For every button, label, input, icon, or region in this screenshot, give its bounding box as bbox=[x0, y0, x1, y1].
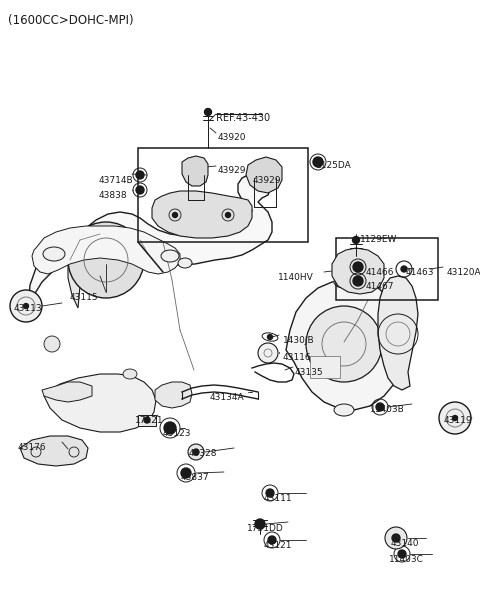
Text: 1125DA: 1125DA bbox=[316, 161, 352, 170]
Bar bbox=[336, 238, 438, 300]
Polygon shape bbox=[20, 436, 88, 466]
Bar bbox=[138, 148, 308, 242]
Text: 43120A: 43120A bbox=[447, 268, 480, 277]
Ellipse shape bbox=[334, 404, 354, 416]
Text: 43135: 43135 bbox=[295, 368, 324, 377]
Circle shape bbox=[24, 303, 28, 309]
Ellipse shape bbox=[123, 369, 137, 379]
Text: 17121: 17121 bbox=[135, 416, 164, 425]
Circle shape bbox=[392, 534, 400, 542]
Text: 43176: 43176 bbox=[18, 443, 47, 452]
Polygon shape bbox=[332, 248, 384, 294]
Circle shape bbox=[268, 536, 276, 544]
Bar bbox=[138, 415, 156, 426]
Text: 41467: 41467 bbox=[366, 282, 395, 291]
Polygon shape bbox=[32, 226, 180, 274]
Circle shape bbox=[258, 343, 278, 363]
Text: 11403C: 11403C bbox=[389, 555, 424, 564]
Ellipse shape bbox=[334, 276, 354, 288]
Circle shape bbox=[193, 449, 199, 455]
Polygon shape bbox=[246, 157, 282, 193]
Circle shape bbox=[68, 222, 144, 298]
Circle shape bbox=[136, 171, 144, 179]
Text: 41463: 41463 bbox=[406, 268, 434, 277]
Circle shape bbox=[353, 276, 363, 286]
Text: 43140: 43140 bbox=[391, 539, 420, 548]
Text: REF.43-430: REF.43-430 bbox=[216, 113, 270, 123]
Circle shape bbox=[136, 186, 144, 194]
Polygon shape bbox=[155, 382, 192, 408]
Text: 43920: 43920 bbox=[218, 133, 247, 142]
Text: 43714B: 43714B bbox=[99, 176, 133, 185]
Circle shape bbox=[164, 422, 176, 434]
Circle shape bbox=[313, 157, 323, 167]
Text: 43837: 43837 bbox=[181, 473, 210, 482]
Circle shape bbox=[266, 489, 274, 497]
Circle shape bbox=[44, 336, 60, 352]
Circle shape bbox=[255, 519, 265, 529]
Polygon shape bbox=[152, 191, 252, 238]
Text: 43929: 43929 bbox=[253, 176, 281, 185]
Circle shape bbox=[401, 266, 407, 272]
Circle shape bbox=[226, 213, 230, 217]
Circle shape bbox=[352, 237, 360, 243]
Ellipse shape bbox=[178, 258, 192, 268]
Bar bbox=[310, 356, 340, 378]
Text: 45328: 45328 bbox=[189, 449, 217, 458]
Polygon shape bbox=[28, 175, 272, 310]
Circle shape bbox=[306, 306, 382, 382]
Circle shape bbox=[144, 417, 150, 423]
Text: 43116: 43116 bbox=[283, 353, 312, 362]
Text: 1140HV: 1140HV bbox=[278, 273, 314, 282]
Circle shape bbox=[181, 468, 191, 478]
Text: 1751DD: 1751DD bbox=[247, 524, 284, 533]
Circle shape bbox=[453, 415, 457, 421]
Polygon shape bbox=[182, 156, 208, 186]
Text: 43123: 43123 bbox=[163, 429, 192, 438]
Text: 1430JB: 1430JB bbox=[283, 336, 314, 345]
Polygon shape bbox=[378, 276, 418, 390]
Circle shape bbox=[10, 290, 42, 322]
Ellipse shape bbox=[43, 247, 65, 261]
Ellipse shape bbox=[161, 250, 179, 262]
Circle shape bbox=[204, 108, 212, 115]
Text: 43929: 43929 bbox=[218, 166, 247, 175]
Polygon shape bbox=[286, 280, 402, 410]
Circle shape bbox=[439, 402, 471, 434]
Text: (1600CC>DOHC-MPI): (1600CC>DOHC-MPI) bbox=[8, 14, 133, 27]
Polygon shape bbox=[68, 226, 144, 308]
Text: 41466: 41466 bbox=[366, 268, 395, 277]
Circle shape bbox=[353, 262, 363, 272]
Text: 43119: 43119 bbox=[444, 416, 473, 425]
Circle shape bbox=[188, 444, 204, 460]
Text: 43115: 43115 bbox=[70, 293, 98, 302]
Text: 43121: 43121 bbox=[264, 541, 292, 550]
Circle shape bbox=[376, 403, 384, 411]
Polygon shape bbox=[42, 382, 92, 402]
Circle shape bbox=[267, 335, 273, 339]
Text: 1129EW: 1129EW bbox=[360, 235, 397, 244]
Text: 43111: 43111 bbox=[264, 494, 293, 503]
Circle shape bbox=[398, 550, 406, 558]
Text: 11403B: 11403B bbox=[370, 405, 405, 414]
Text: 43113: 43113 bbox=[14, 304, 43, 313]
Polygon shape bbox=[44, 374, 156, 432]
Circle shape bbox=[172, 213, 178, 217]
Text: 43134A: 43134A bbox=[210, 393, 245, 402]
Text: 43838: 43838 bbox=[99, 191, 128, 200]
Circle shape bbox=[385, 527, 407, 549]
